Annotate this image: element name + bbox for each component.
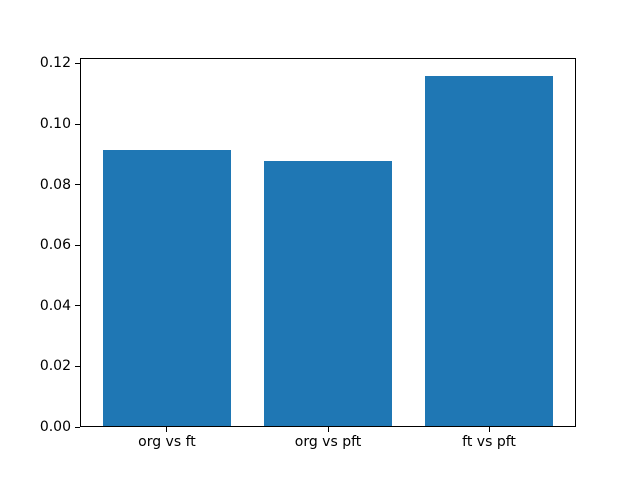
y-tick-mark [75,62,80,64]
x-tick-mark [327,427,329,432]
y-tick-label: 0.02 [39,358,71,375]
y-tick-label: 0.00 [39,419,71,435]
y-tick-mark [75,426,80,428]
y-tick-label: 0.12 [39,55,71,72]
y-tick-label: 0.04 [39,297,71,314]
bar-ft-vs-pft [424,75,554,427]
y-tick-label: 0.06 [39,237,71,254]
bar-org-vs-ft [102,149,232,427]
y-tick-mark [75,305,80,307]
y-tick-mark [75,365,80,367]
bar-org-vs-pft [263,161,393,427]
y-tick-mark [75,123,80,125]
x-tick-mark [488,427,490,432]
y-tick-label: 0.08 [39,176,71,193]
y-tick-mark [75,244,80,246]
x-tick-mark [166,427,168,432]
x-tick-label: org vs pft [294,434,362,450]
x-tick-label: org vs ft [138,434,196,450]
y-tick-label: 0.10 [39,116,71,133]
x-tick-label: ft vs pft [462,434,516,450]
y-tick-mark [75,184,80,186]
